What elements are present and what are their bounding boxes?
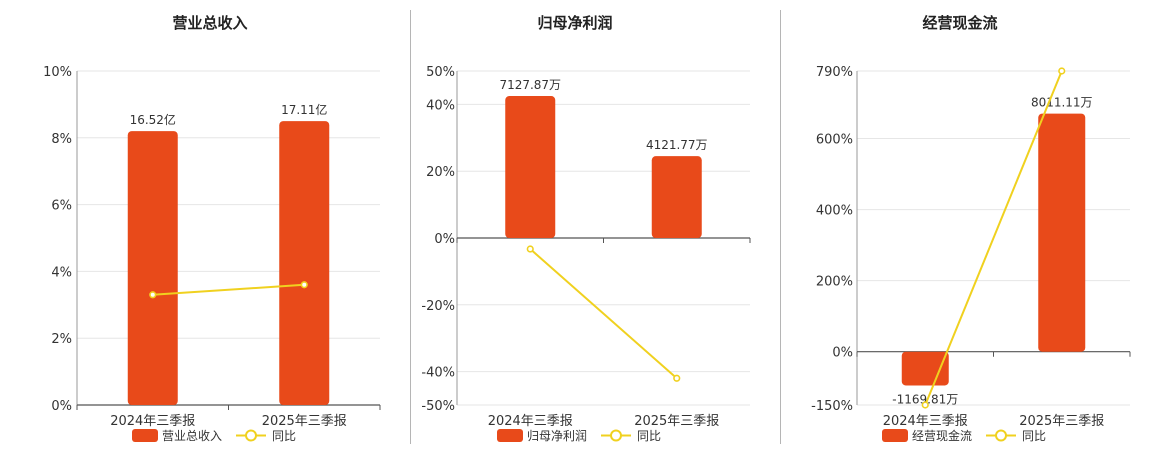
chart-2-legend-bar-swatch	[497, 429, 523, 442]
chart-3-y-tick-label: 0%	[832, 346, 853, 361]
chart-1-legend-line-label: 同比	[272, 429, 296, 443]
chart-3-legend-bar-swatch	[882, 429, 908, 442]
chart-1-yoy-point	[149, 291, 157, 299]
chart-3-bar	[1038, 113, 1086, 352]
chart-1-legend-bar-swatch	[132, 429, 158, 442]
chart-2-yoy-line	[529, 248, 678, 380]
chart-3-y-tick-label: 400%	[816, 204, 853, 219]
chart-1-bar	[127, 131, 178, 405]
chart-1-y-tick-label: 2%	[51, 332, 72, 347]
chart-3-legend-bar-label: 经营现金流	[912, 428, 972, 443]
chart-3-x-category-label: 2025年三季报	[1019, 414, 1104, 429]
chart-3-yoy-point	[1058, 67, 1066, 75]
chart-2-legend-line-label: 同比	[637, 429, 661, 443]
chart-2-x-category-label: 2024年三季报	[488, 414, 573, 429]
chart-3-y-tick-label: 200%	[816, 275, 853, 290]
chart-2-bar-value-label: 4121.77万	[646, 138, 708, 152]
chart-3-legend-line-label: 同比	[1022, 429, 1046, 443]
chart-1-y-tick-label: 10%	[43, 65, 72, 80]
chart-1-y-tick-label: 8%	[51, 132, 72, 147]
chart-1-bar-value-label: 16.52亿	[130, 112, 176, 127]
chart-3-y-tick-label: 790%	[816, 65, 853, 80]
chart-2-legend-line-marker	[610, 429, 622, 442]
chart-3-y-tick-label: -150%	[811, 399, 853, 414]
chart-2-bar	[651, 156, 702, 238]
chart-1-legend-bar-label: 营业总收入	[162, 429, 222, 443]
chart-3-y-tick-label: 600%	[816, 133, 853, 148]
chart-2-yoy-point	[673, 374, 681, 382]
chart-1-yoy-line	[152, 283, 305, 296]
chart-2-yoy-point	[526, 245, 534, 253]
chart-3-yoy-line	[924, 70, 1063, 406]
chart-1-legend-line-marker	[245, 429, 257, 442]
chart-3-x-category-label: 2024年三季报	[883, 414, 968, 429]
chart-1-bar-value-label: 17.11亿	[281, 102, 327, 117]
chart-2-y-tick-label: 50%	[426, 65, 455, 80]
chart-1-bar	[279, 121, 330, 405]
chart-2-y-tick-label: 40%	[426, 98, 455, 113]
chart-1-x-category-label: 2025年三季报	[262, 414, 347, 429]
chart-3-bar-value-label: -1169.81万	[892, 392, 958, 406]
chart-3-title: 经营现金流	[922, 14, 997, 32]
chart-3-bar	[901, 351, 949, 386]
chart-2-x-category-label: 2025年三季报	[634, 414, 719, 429]
chart-1-x-category-label: 2024年三季报	[110, 414, 195, 429]
chart-1-yoy-point	[300, 281, 308, 289]
panel-divider-1	[410, 10, 411, 444]
chart-2-title: 归母净利润	[537, 14, 612, 32]
chart-3-yoy-point	[921, 401, 929, 409]
chart-2-y-tick-label: -40%	[421, 366, 455, 381]
chart-1-y-tick-label: 0%	[51, 399, 72, 414]
chart-1-y-tick-label: 6%	[51, 199, 72, 214]
panel-divider-2	[780, 10, 781, 444]
chart-2-bar-value-label: 7127.87万	[499, 78, 561, 92]
chart-2-y-tick-label: 20%	[426, 165, 455, 180]
chart-2-y-tick-label: -50%	[421, 399, 455, 414]
chart-2-bar	[505, 96, 556, 238]
chart-3-legend-line-marker	[995, 429, 1007, 442]
chart-1-title: 营业总收入	[172, 14, 247, 32]
chart-1-y-tick-label: 4%	[51, 265, 72, 280]
chart-3-bar-value-label: 8011.11万	[1031, 96, 1093, 110]
chart-2-y-tick-label: -20%	[421, 299, 455, 314]
chart-2-y-tick-label: 0%	[434, 232, 455, 247]
chart-2-legend-bar-label: 归母净利润	[527, 429, 587, 443]
